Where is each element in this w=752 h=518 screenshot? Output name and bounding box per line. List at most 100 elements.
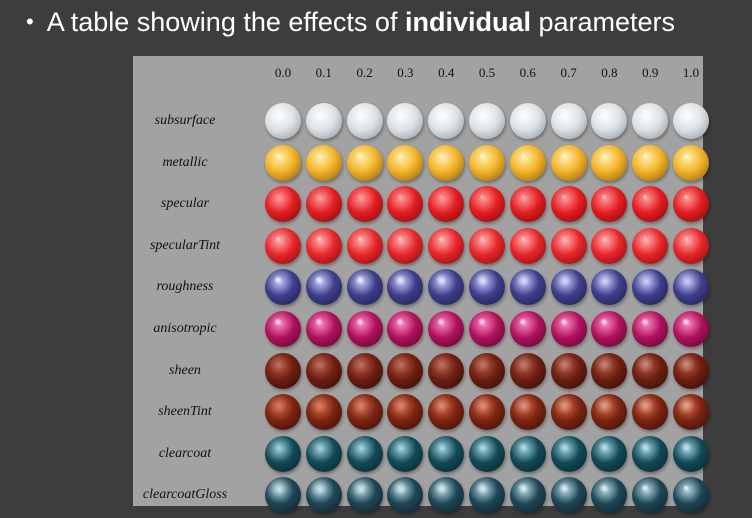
material-sphere <box>550 394 587 431</box>
material-sphere <box>265 227 301 264</box>
material-sphere <box>428 394 465 431</box>
material-sphere <box>265 477 301 514</box>
material-sphere <box>509 227 546 264</box>
material-sphere <box>387 311 424 347</box>
material-sphere <box>387 477 424 514</box>
material-sphere <box>428 477 465 514</box>
column-header: 0.3 <box>397 65 414 80</box>
material-sphere <box>305 311 342 347</box>
material-sphere <box>673 311 709 347</box>
material-sphere <box>346 186 383 223</box>
material-sphere <box>673 144 709 181</box>
material-sphere <box>550 227 587 264</box>
row-label: subsurface <box>154 113 216 128</box>
material-sphere <box>469 477 505 514</box>
material-sphere <box>305 435 342 472</box>
material-sphere <box>509 269 546 306</box>
column-header: 0.8 <box>601 65 618 80</box>
material-sphere <box>591 186 628 223</box>
material-sphere <box>509 103 546 139</box>
material-sphere <box>346 144 383 181</box>
material-sphere <box>346 227 383 264</box>
material-sphere <box>632 477 669 514</box>
material-sphere <box>509 311 546 347</box>
material-sphere <box>428 311 465 347</box>
parameter-figure: 0.0 0.1 0.2 0.3 0.4 0.5 0.6 0.7 0.8 0.9 1.0 subsurf… <box>133 56 709 514</box>
material-sphere <box>469 186 505 223</box>
column-header: 0.7 <box>560 65 577 80</box>
material-sphere <box>305 103 342 139</box>
material-sphere <box>591 144 628 181</box>
material-sphere <box>265 311 301 347</box>
slide-title: • A table showing the effects of individ… <box>26 4 675 40</box>
material-sphere <box>265 186 301 223</box>
material-sphere <box>387 435 424 472</box>
column-header: 1.0 <box>682 65 700 80</box>
material-sphere <box>346 103 383 139</box>
material-sphere <box>387 103 424 139</box>
column-header: 0.4 <box>438 65 455 80</box>
material-sphere <box>346 352 383 389</box>
material-sphere <box>550 144 587 181</box>
material-sphere <box>591 352 628 389</box>
material-sphere <box>550 269 587 306</box>
material-sphere <box>673 103 709 139</box>
material-sphere <box>673 477 709 514</box>
material-sphere <box>469 103 505 139</box>
material-sphere <box>632 103 669 139</box>
material-sphere <box>550 186 587 223</box>
material-sphere <box>428 352 465 389</box>
material-sphere <box>265 352 301 389</box>
material-sphere <box>550 311 587 347</box>
material-sphere <box>428 435 465 472</box>
material-sphere <box>469 144 505 181</box>
material-sphere <box>428 269 465 306</box>
material-sphere <box>673 435 709 472</box>
material-sphere <box>428 103 465 139</box>
material-sphere <box>673 352 709 389</box>
material-sphere <box>305 144 342 181</box>
material-sphere <box>632 186 669 223</box>
material-sphere <box>673 269 709 306</box>
material-sphere <box>428 144 465 181</box>
material-sphere <box>469 269 505 306</box>
material-sphere <box>550 435 587 472</box>
material-sphere <box>346 394 383 431</box>
column-header: 0.1 <box>315 65 332 80</box>
material-sphere <box>346 311 383 347</box>
title-prefix: A table showing the effects of <box>46 6 405 37</box>
material-sphere <box>550 103 587 139</box>
row-label: sheen <box>169 362 201 378</box>
row-label: metallic <box>162 154 208 170</box>
material-sphere <box>387 227 424 264</box>
material-sphere <box>591 269 628 306</box>
material-sphere <box>673 227 709 264</box>
material-sphere <box>509 477 546 514</box>
material-sphere <box>265 394 301 431</box>
row-label: sheenTint <box>158 404 212 420</box>
material-sphere <box>305 186 342 223</box>
material-sphere <box>265 103 301 139</box>
material-sphere <box>509 394 546 431</box>
material-sphere <box>469 435 505 472</box>
material-sphere <box>346 435 383 472</box>
material-sphere <box>305 394 342 431</box>
material-sphere <box>632 227 669 264</box>
material-sphere <box>632 352 669 389</box>
row-label: specular <box>160 196 210 212</box>
material-sphere <box>469 311 505 347</box>
material-sphere <box>632 144 669 181</box>
material-sphere <box>387 144 424 181</box>
material-sphere <box>509 144 546 181</box>
material-sphere <box>469 352 505 389</box>
material-sphere <box>632 269 669 306</box>
material-sphere <box>428 227 465 264</box>
column-header: 0.9 <box>642 65 659 80</box>
material-sphere <box>469 394 505 431</box>
material-sphere <box>550 477 587 514</box>
row-label: clearcoatGloss <box>142 487 228 503</box>
material-sphere <box>591 435 628 472</box>
material-sphere <box>550 352 587 389</box>
title-emphasis: individual <box>404 6 531 37</box>
material-sphere <box>265 435 301 472</box>
